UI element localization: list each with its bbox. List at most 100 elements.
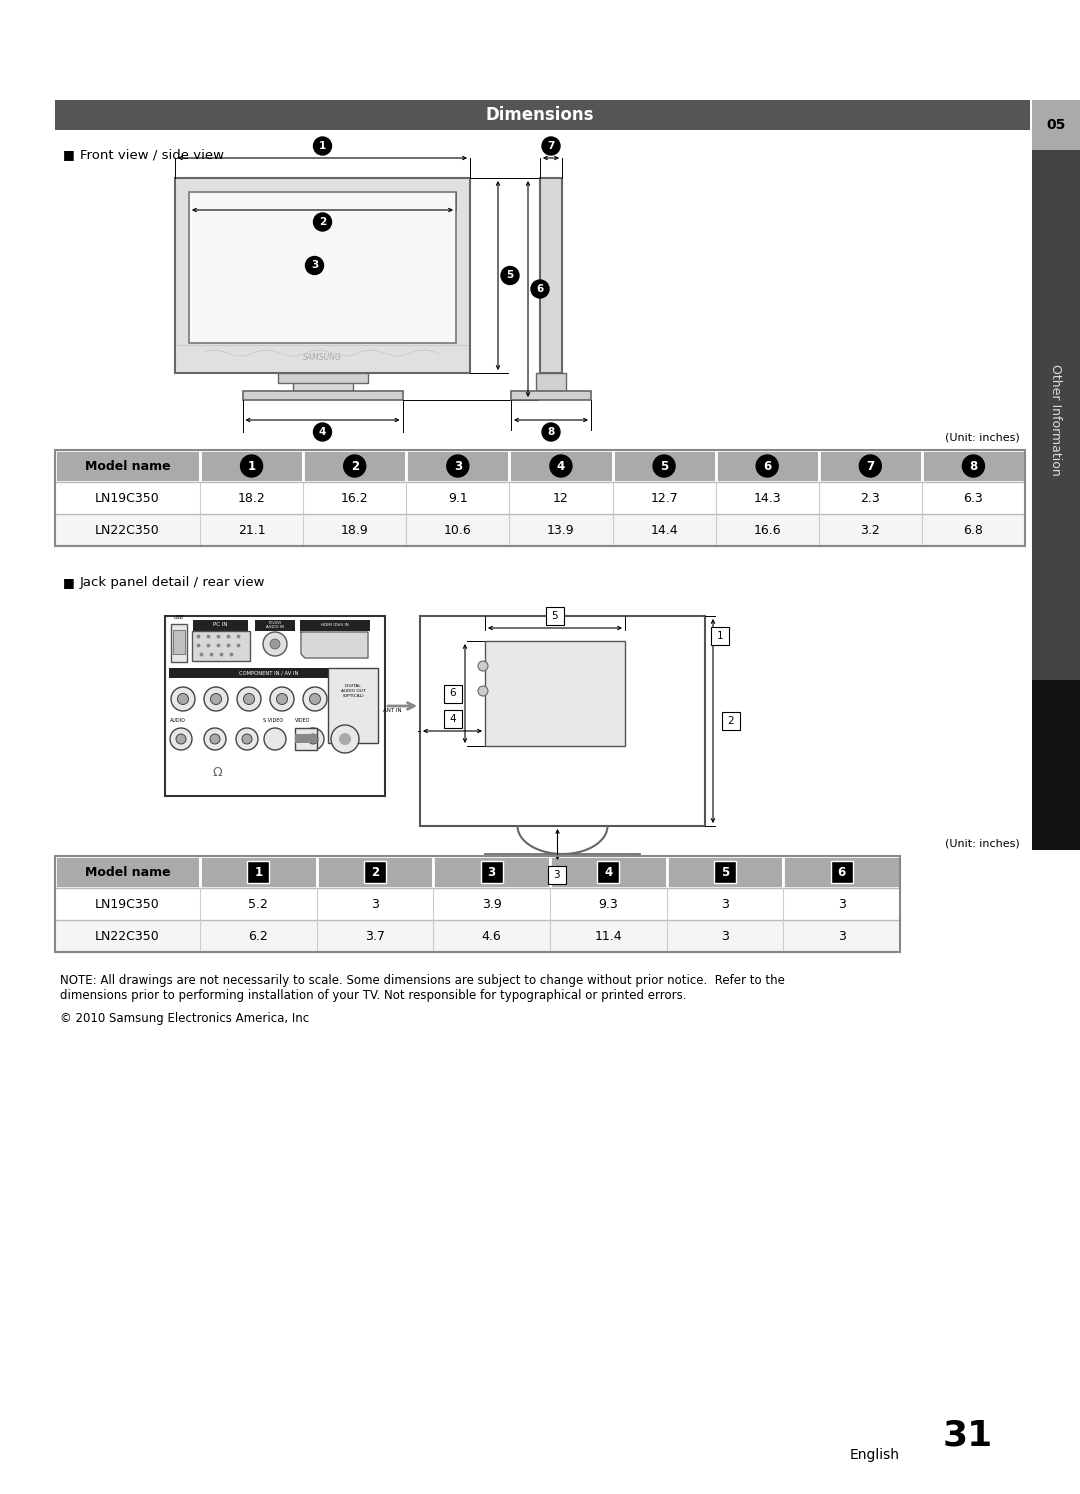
Circle shape <box>550 456 572 477</box>
Text: 21.1: 21.1 <box>238 523 266 536</box>
Circle shape <box>343 456 366 477</box>
Bar <box>255 620 295 630</box>
Bar <box>1032 100 1080 680</box>
Bar <box>485 641 625 746</box>
Bar <box>783 856 900 887</box>
Circle shape <box>241 456 262 477</box>
Circle shape <box>310 693 321 705</box>
Bar <box>300 620 370 630</box>
Text: NOTE: All drawings are not necessarily to scale. Some dimensions are subject to : NOTE: All drawings are not necessarily t… <box>60 974 785 1002</box>
Bar <box>536 374 566 391</box>
Bar <box>247 861 269 883</box>
Text: ■: ■ <box>63 577 75 589</box>
Bar <box>546 607 564 624</box>
Text: Dimensions: Dimensions <box>486 106 594 124</box>
Bar <box>1032 680 1080 850</box>
Circle shape <box>531 279 549 297</box>
Circle shape <box>264 728 286 750</box>
Bar <box>548 867 566 884</box>
Circle shape <box>276 693 287 705</box>
Circle shape <box>211 693 221 705</box>
Text: 12.7: 12.7 <box>650 492 678 505</box>
Text: 3: 3 <box>721 929 729 943</box>
Circle shape <box>237 728 258 750</box>
Circle shape <box>264 632 287 656</box>
Bar <box>192 630 249 660</box>
Text: 9.3: 9.3 <box>598 898 618 910</box>
Bar <box>55 514 1025 545</box>
Bar <box>612 450 716 483</box>
Bar <box>243 391 403 400</box>
Bar <box>364 861 386 883</box>
Text: 6: 6 <box>449 689 457 699</box>
Text: Jack panel detail / rear view: Jack panel detail / rear view <box>80 577 266 589</box>
Circle shape <box>170 728 192 750</box>
Text: 5: 5 <box>552 611 558 622</box>
Text: PC/DVI
AUDIO IN: PC/DVI AUDIO IN <box>266 620 284 629</box>
Circle shape <box>306 257 324 275</box>
Circle shape <box>243 693 255 705</box>
Text: 4: 4 <box>557 460 565 472</box>
Circle shape <box>542 137 561 155</box>
Text: 5: 5 <box>720 865 729 878</box>
Bar <box>550 856 666 887</box>
Text: 4: 4 <box>319 427 326 438</box>
Circle shape <box>171 687 195 711</box>
Text: SAMSUNG: SAMSUNG <box>303 354 342 363</box>
Bar <box>278 374 367 382</box>
Text: LN19C350: LN19C350 <box>95 898 160 910</box>
Bar <box>295 728 318 750</box>
Text: 16.2: 16.2 <box>341 492 368 505</box>
Text: 2: 2 <box>728 716 734 726</box>
Text: 7: 7 <box>548 140 555 151</box>
Circle shape <box>653 456 675 477</box>
Circle shape <box>302 728 324 750</box>
Text: USB: USB <box>174 616 184 620</box>
Text: 6.2: 6.2 <box>248 929 268 943</box>
Text: 3.2: 3.2 <box>861 523 880 536</box>
Bar <box>200 856 316 887</box>
Text: S VIDEO: S VIDEO <box>264 719 283 723</box>
Text: COMPONENT IN / AV IN: COMPONENT IN / AV IN <box>240 671 299 675</box>
Circle shape <box>478 660 488 671</box>
Circle shape <box>962 456 985 477</box>
Text: 31: 31 <box>943 1418 994 1452</box>
Text: 2: 2 <box>370 865 379 878</box>
Text: ANT IN: ANT IN <box>383 708 402 714</box>
Text: Other Information: Other Information <box>1050 365 1063 477</box>
Bar <box>200 450 303 483</box>
Bar <box>433 856 550 887</box>
Text: LN22C350: LN22C350 <box>95 929 160 943</box>
Circle shape <box>204 728 226 750</box>
Circle shape <box>270 639 280 648</box>
Circle shape <box>542 423 561 441</box>
Circle shape <box>339 734 351 746</box>
Text: 13.9: 13.9 <box>548 523 575 536</box>
Text: 5.2: 5.2 <box>248 898 268 910</box>
Polygon shape <box>301 632 368 657</box>
Bar <box>511 391 591 400</box>
Circle shape <box>313 423 332 441</box>
Text: 1: 1 <box>319 140 326 151</box>
Bar <box>444 684 462 702</box>
Circle shape <box>860 456 881 477</box>
Text: 3: 3 <box>553 870 559 880</box>
Bar <box>295 734 318 743</box>
Text: 5: 5 <box>660 460 669 472</box>
Text: 18.9: 18.9 <box>341 523 368 536</box>
Text: 12: 12 <box>553 492 569 505</box>
Bar <box>168 668 369 678</box>
Bar <box>406 450 510 483</box>
Text: 3: 3 <box>454 460 462 472</box>
Text: 2: 2 <box>319 217 326 227</box>
Bar <box>597 861 619 883</box>
Bar <box>481 861 502 883</box>
Text: 1: 1 <box>247 460 256 472</box>
Text: 8: 8 <box>548 427 555 438</box>
Bar <box>173 630 185 654</box>
Bar <box>831 861 853 883</box>
Text: English: English <box>850 1448 900 1463</box>
Text: 3: 3 <box>838 929 846 943</box>
Text: 6: 6 <box>838 865 846 878</box>
Bar <box>293 374 352 391</box>
